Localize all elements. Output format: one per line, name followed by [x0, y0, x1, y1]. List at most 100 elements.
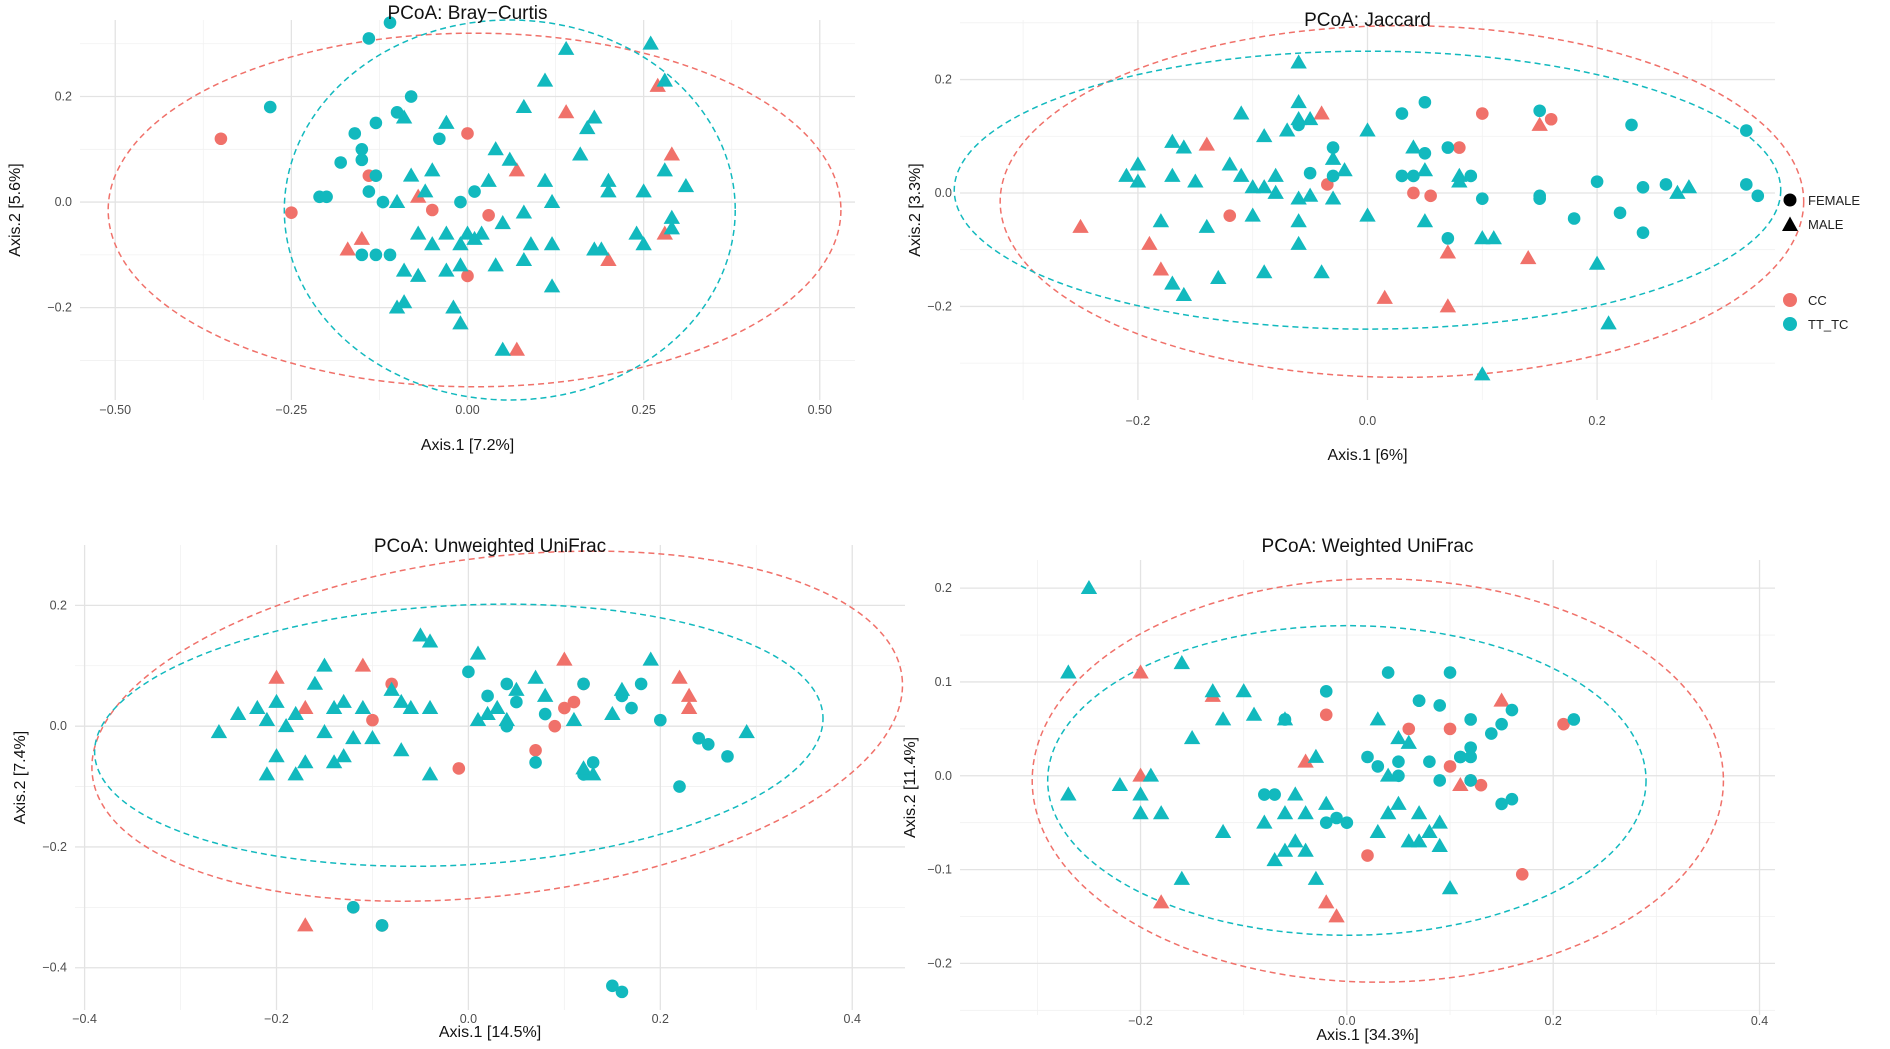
point-cc-female: [425, 203, 439, 217]
confidence-ellipse-cc: [107, 32, 842, 388]
point-tt-tc-male: [642, 651, 659, 666]
point-tt-tc-male: [287, 705, 304, 720]
point-tt-tc-male: [536, 72, 554, 87]
point-tt-tc-male: [1204, 683, 1221, 698]
legend-item-tt-tc: TT_TC: [1780, 314, 1848, 334]
pcoa-plot-weighted-unifrac: −0.2 0.0 0.2 0.4 −0.2 −0.1 0.0 0.1 0.2 PCoA: Weig…: [902, 536, 1775, 1044]
point-tt-tc-male: [1474, 230, 1491, 245]
point-tt-tc-male: [1474, 366, 1491, 381]
point-tt-tc-female: [369, 116, 383, 130]
point-tt-tc-male: [536, 172, 554, 187]
point-tt-tc-female: [1505, 703, 1519, 717]
point-tt-tc-male: [536, 687, 554, 702]
point-cc-male: [1520, 250, 1537, 265]
point-cc-female: [1557, 717, 1570, 731]
point-tt-tc-male: [345, 730, 362, 745]
point-cc-female: [1319, 708, 1333, 722]
point-cc-male: [339, 241, 356, 256]
point-tt-tc-male: [1301, 187, 1319, 202]
x-tick-label: 0.2: [1545, 1014, 1562, 1028]
point-tt-tc-male: [1485, 230, 1502, 245]
y-tick-label: −0.2: [42, 840, 67, 854]
point-tt-tc-male: [469, 711, 487, 727]
point-tt-tc-female: [606, 979, 619, 993]
point-tt-tc-male: [515, 251, 533, 267]
point-tt-tc-male: [258, 766, 276, 781]
point-tt-tc-female: [1464, 750, 1477, 764]
point-tt-tc-female: [1381, 666, 1395, 679]
point-tt-tc-male: [480, 172, 497, 187]
point-tt-tc-male: [501, 151, 518, 166]
point-tt-tc-female: [1505, 792, 1519, 806]
point-tt-tc-male: [1175, 139, 1193, 154]
point-tt-tc-male: [210, 724, 228, 739]
confidence-ellipse-cc: [91, 550, 904, 902]
point-tt-tc-female: [1319, 685, 1333, 698]
x-tick-label: 0.4: [1751, 1014, 1768, 1028]
point-tt-tc-male: [402, 167, 420, 182]
x-tick-label: −0.25: [276, 403, 308, 417]
point-tt-tc-male: [494, 214, 511, 230]
point-tt-tc-male: [268, 748, 285, 763]
point-cc-female: [529, 744, 542, 757]
point-tt-tc-male: [1198, 218, 1215, 233]
point-tt-tc-male: [656, 72, 673, 87]
point-cc-female: [567, 695, 581, 709]
point-tt-tc-male: [306, 675, 324, 690]
point-tt-tc-male: [1060, 664, 1077, 679]
point-tt-tc-male: [452, 257, 469, 272]
point-tt-tc-male: [565, 711, 583, 727]
point-tt-tc-male: [364, 730, 381, 745]
point-cc-male: [508, 341, 526, 356]
point-tt-tc-male: [1297, 842, 1314, 857]
point-tt-tc-male: [452, 315, 469, 330]
point-tt-tc-female: [529, 756, 542, 769]
point-tt-tc-female: [1495, 797, 1508, 811]
point-tt-tc-male: [738, 724, 755, 739]
point-tt-tc-male: [1416, 213, 1434, 228]
point-tt-tc-male: [586, 109, 603, 124]
point-tt-tc-male: [1301, 111, 1319, 126]
point-cc-female: [452, 762, 466, 775]
point-tt-tc-female: [625, 701, 638, 715]
point-tt-tc-female: [383, 248, 397, 262]
point-tt-tc-female: [1567, 212, 1581, 225]
x-tick-label: 0.25: [631, 403, 655, 417]
point-tt-tc-male: [316, 724, 333, 739]
point-tt-tc-female: [1740, 178, 1753, 191]
x-axis-label: Axis.1 [14.5%]: [439, 1024, 541, 1041]
confidence-ellipse-tt-tc: [283, 19, 736, 401]
point-tt-tc-male: [479, 705, 496, 720]
point-tt-tc-female: [1418, 95, 1432, 109]
point-tt-tc-female: [615, 985, 629, 999]
point-tt-tc-female: [1412, 694, 1426, 708]
point-cc-male: [1132, 767, 1149, 782]
point-tt-tc-male: [325, 699, 343, 714]
point-tt-tc-female: [1418, 146, 1432, 160]
y-axis-label: Axis.2 [5.6%]: [7, 163, 24, 256]
point-tt-tc-male: [1588, 255, 1606, 270]
point-tt-tc-male: [1287, 786, 1304, 801]
point-tt-tc-female: [1740, 124, 1753, 137]
point-tt-tc-male: [1267, 184, 1284, 199]
x-tick-label: 0.2: [1588, 414, 1605, 428]
point-tt-tc-male: [593, 241, 610, 256]
point-tt-tc-male: [424, 236, 441, 251]
y-axis-label: Axis.2 [11.4%]: [902, 737, 919, 838]
legend-label-tt-tc: TT_TC: [1808, 316, 1849, 332]
point-tt-tc-male: [1276, 805, 1294, 820]
point-tt-tc-male: [1336, 162, 1353, 177]
point-tt-tc-female: [1392, 769, 1405, 783]
point-tt-tc-male: [522, 236, 540, 251]
point-tt-tc-male: [1307, 870, 1325, 885]
point-tt-tc-female: [383, 16, 397, 29]
point-cc-female: [1544, 112, 1558, 126]
x-axis-label: Axis.1 [34.3%]: [1316, 1027, 1418, 1044]
point-tt-tc-male: [335, 748, 352, 763]
point-tt-tc-male: [1129, 156, 1147, 171]
point-tt-tc-female: [500, 677, 514, 691]
point-tt-tc-male: [613, 681, 631, 696]
point-tt-tc-female: [263, 100, 277, 114]
point-tt-tc-male: [1680, 179, 1698, 194]
point-tt-tc-male: [1278, 122, 1296, 137]
